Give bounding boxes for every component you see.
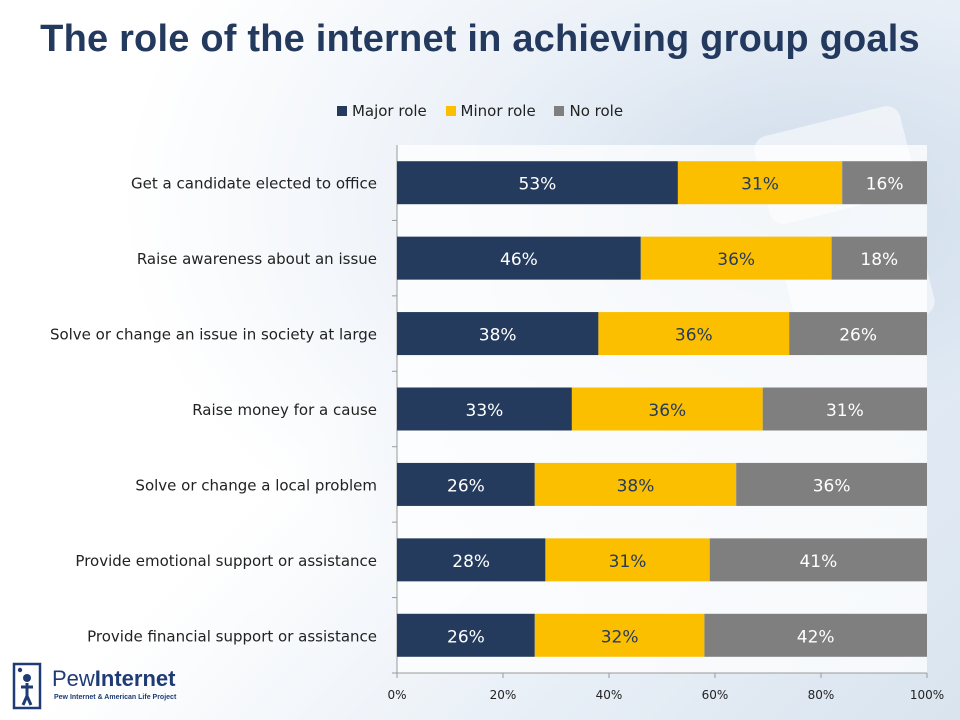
category-label: Solve or change an issue in society at l… (50, 326, 377, 344)
bar-segment-none (709, 538, 927, 582)
data-label-minor: 31% (609, 552, 647, 572)
bar-segment-major (397, 462, 535, 506)
data-label-major: 53% (519, 175, 557, 195)
data-label-minor: 36% (648, 401, 686, 421)
legend-label-major: Major role (351, 102, 427, 120)
legend-swatch-minor (445, 106, 456, 116)
bar-segment-minor (545, 538, 710, 582)
x-tick-label: 60% (702, 688, 729, 702)
data-label-major: 28% (452, 552, 490, 572)
logo-wordmark: PewInternet (52, 666, 175, 692)
legend-label-minor: Minor role (460, 102, 536, 120)
category-label: Solve or change a local problem (135, 476, 377, 494)
logo-name-light: Pew (52, 666, 95, 691)
data-label-major: 46% (500, 250, 538, 270)
data-label-major: 26% (447, 627, 485, 647)
category-label: Raise awareness about an issue (137, 250, 377, 268)
logo-tagline: Pew Internet & American Life Project (54, 694, 177, 701)
legend-label-none: No role (569, 102, 624, 120)
x-tick-label: 40% (596, 688, 623, 702)
data-label-none: 36% (813, 476, 851, 496)
bar-segment-major (397, 236, 641, 280)
category-label: Get a candidate elected to office (131, 175, 377, 193)
data-label-minor: 38% (617, 476, 655, 496)
data-label-minor: 31% (741, 175, 779, 195)
legend-swatch-none (554, 106, 565, 116)
logo-name-bold: Internet (94, 666, 176, 691)
bar-segment-none (831, 236, 927, 280)
legend-swatch-major (336, 106, 347, 116)
bar-segment-minor (534, 613, 705, 657)
data-label-none: 16% (866, 175, 904, 195)
category-label: Provide emotional support or assistance (75, 552, 377, 570)
category-label: Provide financial support or assistance (87, 627, 377, 645)
bar-segment-none (762, 387, 927, 431)
x-tick-label: 0% (387, 688, 406, 702)
data-label-minor: 32% (601, 627, 639, 647)
data-label-minor: 36% (675, 326, 713, 346)
bar-segment-none (736, 462, 927, 506)
legend-item-major: Major role (336, 102, 427, 120)
x-tick-label: 100% (910, 688, 944, 702)
bar-segment-none (704, 613, 927, 657)
bar-segment-none (789, 312, 927, 356)
data-label-none: 41% (799, 552, 837, 572)
data-label-none: 31% (826, 401, 864, 421)
data-label-major: 38% (479, 326, 517, 346)
bar-segment-major (397, 538, 546, 582)
data-label-major: 33% (466, 401, 504, 421)
bar-segment-major (397, 387, 572, 431)
bar-segment-minor (571, 387, 763, 431)
legend-item-minor: Minor role (445, 102, 536, 120)
bar-segment-minor (598, 312, 790, 356)
data-label-none: 42% (797, 627, 835, 647)
bar-segment-minor (534, 462, 737, 506)
data-label-none: 18% (860, 250, 898, 270)
pew-internet-logo: PewInternet Pew Internet & American Life… (12, 658, 202, 716)
bar-segment-minor (640, 236, 832, 280)
bar-segment-major (397, 613, 535, 657)
data-label-major: 26% (447, 476, 485, 496)
pew-person-icon (12, 662, 42, 710)
x-tick-label: 20% (490, 688, 517, 702)
data-label-none: 26% (839, 326, 877, 346)
bar-segment-major (397, 312, 599, 356)
x-tick-label: 80% (808, 688, 835, 702)
bar-segment-major (397, 161, 678, 205)
bar-segment-none (842, 161, 927, 205)
legend: Major role Minor role No role (0, 102, 960, 120)
legend-item-none: No role (554, 102, 623, 120)
chart-title: The role of the internet in achieving gr… (40, 18, 920, 60)
category-label: Raise money for a cause (192, 401, 377, 419)
bar-segment-minor (677, 161, 843, 205)
data-label-minor: 36% (717, 250, 755, 270)
